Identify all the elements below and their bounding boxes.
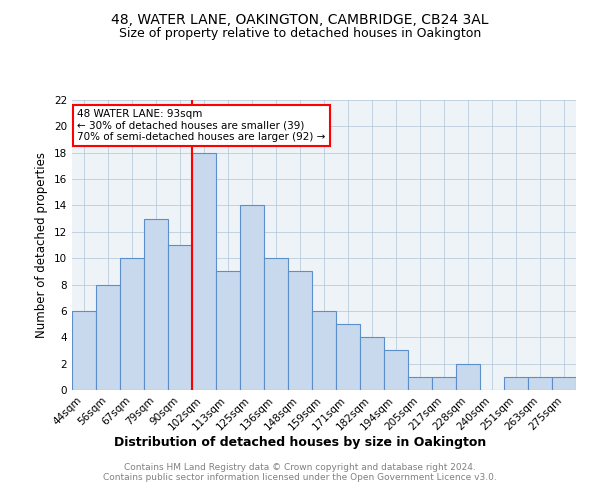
Bar [240, 206, 264, 390]
Bar [456, 364, 480, 390]
Text: Size of property relative to detached houses in Oakington: Size of property relative to detached ho… [119, 28, 481, 40]
Text: 48 WATER LANE: 93sqm
← 30% of detached houses are smaller (39)
70% of semi-detac: 48 WATER LANE: 93sqm ← 30% of detached h… [77, 108, 325, 142]
Bar [168, 245, 192, 390]
Bar [552, 377, 576, 390]
Bar [528, 377, 552, 390]
Bar [384, 350, 408, 390]
Bar [336, 324, 360, 390]
Y-axis label: Number of detached properties: Number of detached properties [35, 152, 49, 338]
Text: Contains HM Land Registry data © Crown copyright and database right 2024.
Contai: Contains HM Land Registry data © Crown c… [103, 463, 497, 482]
Bar [216, 272, 240, 390]
Bar [408, 377, 432, 390]
Bar [360, 338, 384, 390]
Bar [312, 311, 336, 390]
Bar [264, 258, 288, 390]
Bar [144, 218, 168, 390]
Bar [288, 272, 312, 390]
Bar [120, 258, 144, 390]
Bar [504, 377, 528, 390]
Text: 48, WATER LANE, OAKINGTON, CAMBRIDGE, CB24 3AL: 48, WATER LANE, OAKINGTON, CAMBRIDGE, CB… [111, 12, 489, 26]
Text: Distribution of detached houses by size in Oakington: Distribution of detached houses by size … [114, 436, 486, 449]
Bar [192, 152, 216, 390]
Bar [72, 311, 96, 390]
Bar [96, 284, 120, 390]
Bar [432, 377, 456, 390]
